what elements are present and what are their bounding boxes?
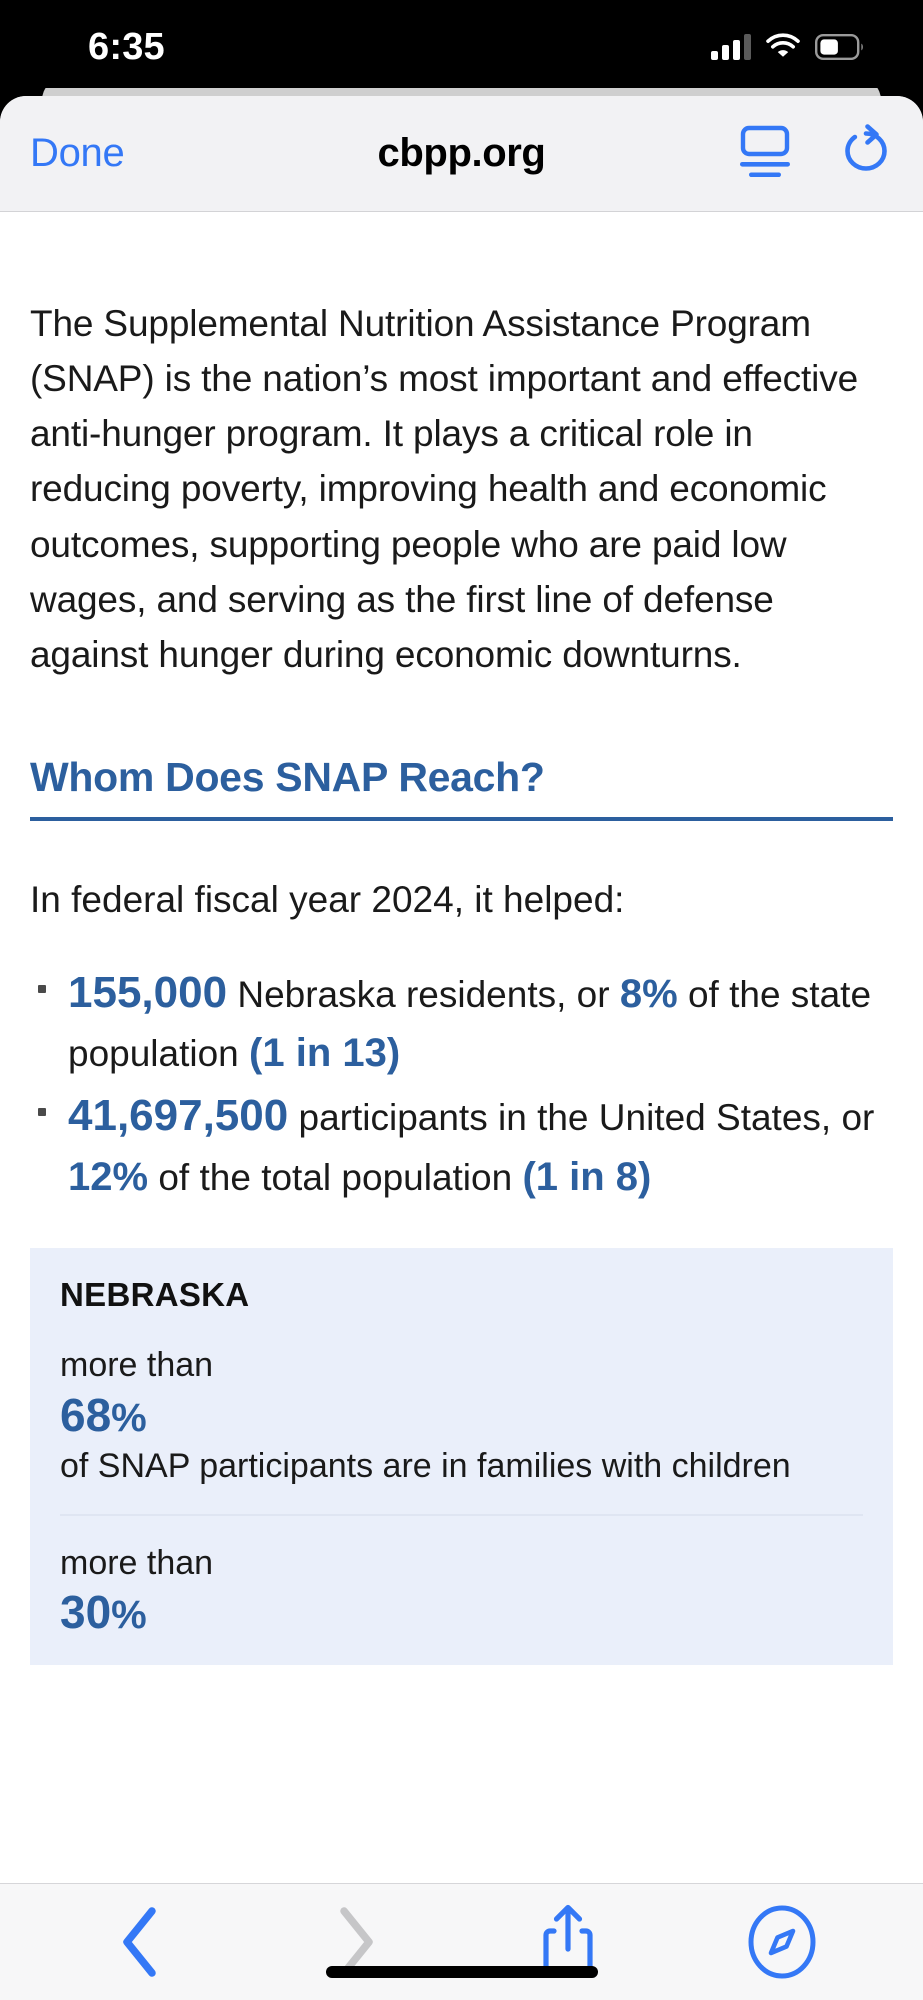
bullet-value: 41,697,500	[68, 1091, 289, 1141]
page-title: cbpp.org	[377, 131, 546, 175]
home-indicator	[325, 1966, 598, 1978]
bullet-percent: 12%	[68, 1155, 149, 1200]
stat-number: 68	[60, 1388, 112, 1441]
web-page-content: The Supplemental Nutrition Assistance Pr…	[0, 212, 923, 1883]
bullet-ratio: (1 in 8)	[522, 1155, 652, 1200]
battery-icon	[815, 34, 865, 60]
status-bar-time: 6:35	[88, 25, 165, 68]
wifi-icon	[766, 32, 800, 63]
cellular-signal-icon	[711, 34, 751, 60]
nebraska-stat-card: NEBRASKA more than 68% of SNAP participa…	[30, 1248, 893, 1666]
reader-mode-icon[interactable]	[737, 125, 793, 182]
bullet-text-b: of the total population	[148, 1157, 523, 1199]
forward-chevron-icon	[307, 1894, 403, 1990]
status-bar-indicators	[711, 32, 865, 63]
bullet-ratio: (1 in 13)	[249, 1031, 401, 1076]
heading-underline	[30, 816, 893, 821]
stat-value: 68%	[60, 1389, 863, 1442]
stat-number: 30	[60, 1586, 112, 1639]
status-bar: 6:35	[0, 0, 923, 88]
stat-qualifier: more than	[60, 1346, 214, 1385]
list-item: 41,697,500 participants in the United St…	[30, 1084, 893, 1206]
bullet-text-a: participants in the United States, or	[288, 1097, 875, 1139]
stat-block: more than 68% of SNAP participants are i…	[60, 1344, 863, 1514]
safari-compass-icon[interactable]	[734, 1894, 830, 1990]
stats-bullet-list: 155,000 Nebraska residents, or 8% of the…	[30, 961, 893, 1207]
bullet-text-a: Nebraska residents, or	[227, 973, 620, 1015]
browser-navbar: Done cbpp.org	[0, 96, 923, 212]
stat-value: 30%	[60, 1586, 863, 1639]
stat-card-title: NEBRASKA	[60, 1276, 250, 1314]
browser-toolbar	[0, 1883, 923, 2000]
navbar-actions	[737, 124, 893, 183]
stat-block: more than 30%	[60, 1513, 863, 1665]
safari-view-controller: Done cbpp.org	[0, 96, 923, 2000]
stat-percent-sign: %	[111, 1593, 147, 1638]
stat-percent-sign: %	[111, 1395, 147, 1440]
intro-paragraph: The Supplemental Nutrition Assistance Pr…	[30, 303, 858, 675]
lead-text: In federal fiscal year 2024, it helped:	[30, 878, 625, 920]
bullet-percent: 8%	[619, 971, 678, 1016]
done-button[interactable]: Done	[30, 131, 125, 175]
reload-icon[interactable]	[839, 124, 893, 183]
section-heading: Whom Does SNAP Reach?	[30, 753, 545, 800]
list-item: 155,000 Nebraska residents, or 8% of the…	[30, 961, 893, 1083]
back-chevron-icon[interactable]	[93, 1894, 189, 1990]
bullet-value: 155,000	[68, 967, 228, 1017]
stat-description: of SNAP participants are in families wit…	[60, 1446, 791, 1485]
bullet-text-b: of the state population	[68, 973, 872, 1075]
stat-qualifier: more than	[60, 1543, 214, 1582]
